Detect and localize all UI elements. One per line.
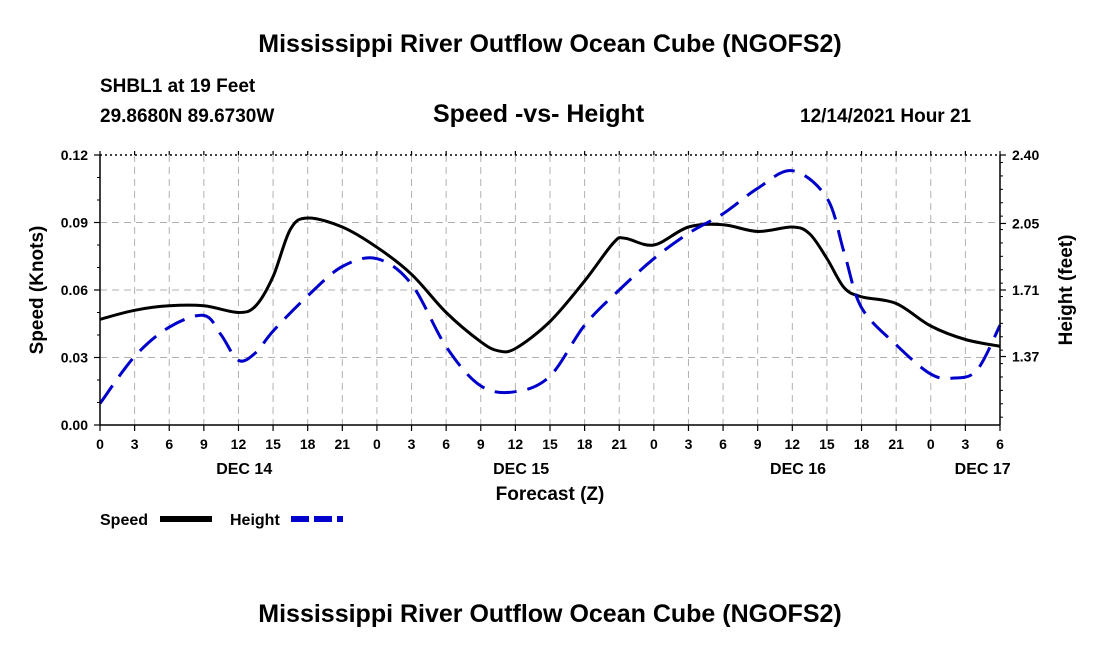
x-tick-label: 15 [542, 436, 558, 452]
x-day-label: DEC 14 [216, 461, 272, 478]
x-tick-label: 0 [650, 436, 658, 452]
x-tick-label: 6 [719, 436, 727, 452]
x-tick-label: 18 [300, 436, 316, 452]
forecast-timestamp: 12/14/2021 Hour 21 [800, 106, 972, 127]
y-tick-label: 0.03 [61, 350, 88, 366]
x-tick-label: 21 [611, 436, 627, 452]
station-coordinates: 29.8680N 89.6730W [100, 106, 275, 127]
x-day-label: DEC 15 [493, 461, 549, 478]
series-line-speed [99, 216, 1001, 354]
x-tick-label: 12 [508, 436, 524, 452]
y-tick-label: 0.12 [61, 147, 88, 163]
footer-title: Mississippi River Outflow Ocean Cube (NG… [258, 600, 842, 628]
y-tick-label: 0.00 [61, 417, 88, 433]
x-day-label: DEC 17 [955, 461, 1011, 478]
x-tick-label: 15 [819, 436, 835, 452]
x-tick-label: 0 [927, 436, 935, 452]
legend-label-height: Height [230, 512, 280, 529]
x-tick-label: 9 [477, 436, 485, 452]
y2-tick-label: 2.40 [1012, 147, 1039, 163]
x-tick-label: 0 [96, 436, 104, 452]
x-tick-label: 12 [785, 436, 801, 452]
x-tick-label: 3 [131, 436, 139, 452]
x-tick-label: 21 [888, 436, 904, 452]
axes: 0 3 6 9 12 15 18 21 0 3 6 9 12 15 18 21 0 3 6 9 12 15 18 21 0 3 6 D… [27, 147, 1077, 505]
series-line-height [98, 169, 1002, 405]
y2-axis-title: Height (feet) [1056, 235, 1077, 346]
x-tick-label: 18 [854, 436, 870, 452]
x-tick-label: 6 [442, 436, 450, 452]
y-axis-title: Speed (Knots) [27, 226, 48, 355]
x-tick-label: 6 [165, 436, 173, 452]
x-tick-label: 12 [231, 436, 247, 452]
x-tick-label: 9 [200, 436, 208, 452]
y-tick-label: 0.06 [61, 282, 88, 298]
chart-subtitle: Speed -vs- Height [433, 100, 645, 128]
y-tick-label: 0.09 [61, 215, 88, 231]
x-tick-label: 6 [996, 436, 1004, 452]
x-tick-label: 21 [335, 436, 351, 452]
x-tick-label: 9 [754, 436, 762, 452]
x-tick-label: 3 [961, 436, 969, 452]
x-tick-label: 15 [265, 436, 281, 452]
x-axis-title: Forecast (Z) [496, 484, 605, 505]
grid-lines [100, 155, 1000, 425]
x-day-label: DEC 16 [770, 461, 826, 478]
x-tick-label: 3 [685, 436, 693, 452]
x-tick-label: 18 [577, 436, 593, 452]
y2-tick-label: 1.71 [1012, 282, 1039, 298]
x-tick-label: 3 [408, 436, 416, 452]
station-label: SHBL1 at 19 Feet [100, 76, 256, 97]
y2-tick-label: 1.37 [1012, 349, 1039, 365]
legend-label-speed: Speed [100, 512, 148, 529]
legend: Speed Height [100, 512, 343, 529]
x-tick-label: 0 [373, 436, 381, 452]
series-lines [98, 169, 1002, 405]
y2-tick-label: 2.05 [1012, 215, 1039, 231]
chart-title: Mississippi River Outflow Ocean Cube (NG… [258, 30, 842, 58]
